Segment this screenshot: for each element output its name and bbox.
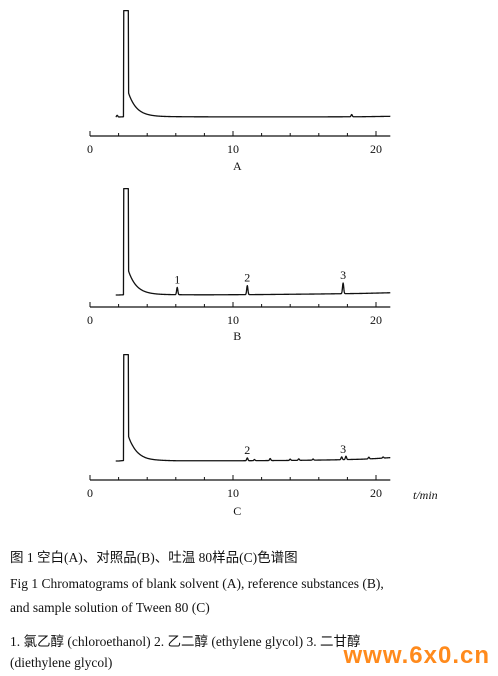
caption-english-title: Fig 1 Chromatograms of blank solvent (A)… xyxy=(10,576,384,591)
caption-chinese-title: 图 1 空白(A)、对照品(B)、吐温 80样品(C)色谱图 xyxy=(10,550,298,565)
caption-peak-legend: 1. 氯乙醇 (chloroethanol) 2. 乙二醇 (ethylene … xyxy=(10,634,361,649)
peak-label: 3 xyxy=(340,268,346,282)
panel-label: B xyxy=(233,329,241,343)
x-tick-label: 10 xyxy=(227,142,239,156)
watermark-logo: www.6x0.cn xyxy=(343,642,490,669)
peak-label: 2 xyxy=(244,271,250,285)
peak-label: 1 xyxy=(174,272,180,286)
peak-label: 3 xyxy=(340,442,346,456)
x-tick-label: 0 xyxy=(87,313,93,327)
chromatogram-trace xyxy=(115,9,391,118)
caption-english-title-cont: and sample solution of Tween 80 (C) xyxy=(10,600,210,615)
x-tick-label: 10 xyxy=(227,486,239,500)
x-tick-label: 10 xyxy=(227,313,239,327)
x-tick-label: 20 xyxy=(370,313,382,327)
peak-label: 2 xyxy=(244,443,250,457)
x-tick-label: 20 xyxy=(370,142,382,156)
panel-label: C xyxy=(233,504,241,518)
x-axis-unit-label: t/min xyxy=(413,488,438,502)
chromatogram-trace xyxy=(115,353,391,462)
x-tick-label: 0 xyxy=(87,142,93,156)
panel-label: A xyxy=(233,159,242,173)
x-tick-label: 20 xyxy=(370,486,382,500)
caption-peak-legend-cont: (diethylene glycol) xyxy=(10,655,113,670)
x-tick-label: 0 xyxy=(87,486,93,500)
chromatogram-figure: 0 10 20 A 0 10 20 B 1 2 3 0 10 20 t/min C 2 3 xyxy=(87,9,438,518)
chromatogram-trace xyxy=(115,187,391,296)
